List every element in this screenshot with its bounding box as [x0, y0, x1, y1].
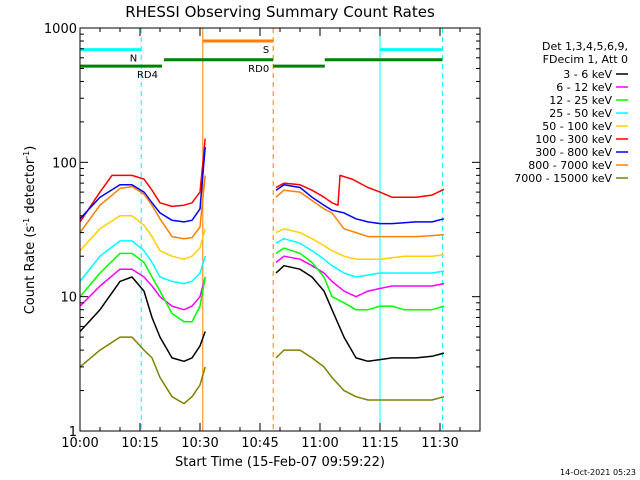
x-axis-label: Start Time (15-Feb-07 09:59:22)	[175, 455, 385, 470]
legend-label-7: 800 - 7000 keV	[528, 159, 612, 172]
y-label-sup-2: -1	[22, 151, 31, 159]
y-tick-label-3: 1000	[44, 22, 77, 37]
chart-title: RHESSI Observing Summary Count Rates	[125, 3, 435, 21]
series-line-3	[79, 237, 445, 285]
y-tick-label-1: 10	[60, 291, 77, 306]
y-tick-label-0: 1	[69, 425, 77, 440]
legend-label-2: 12 - 25 keV	[549, 94, 612, 107]
x-tick-label-3: 10:45	[241, 436, 278, 451]
legend-label-5: 100 - 300 keV	[535, 133, 612, 146]
state-bar-label-0: N	[130, 54, 137, 65]
state-bar-label-4: RD0	[248, 64, 269, 75]
legend-label-8: 7000 - 15000 keV	[514, 172, 612, 185]
x-tick-label-6: 11:30	[421, 436, 458, 451]
legend: Det 1,3,4,5,6,9,FDecim 1, Att 0 3 - 6 keV…	[514, 40, 628, 185]
footer-timestamp: 14-Oct-2021 05:23	[560, 468, 636, 477]
legend-label-0: 3 - 6 keV	[563, 68, 612, 81]
plot-frame	[79, 27, 481, 432]
x-tick-label-1: 10:15	[121, 436, 158, 451]
series-line-7	[79, 175, 445, 240]
y-axis-label: Count Rate (s-1 detector-1)	[22, 146, 38, 315]
y-label-part-1: Count Rate (s	[23, 226, 38, 315]
series-line-6	[79, 146, 445, 225]
legend-label-4: 50 - 100 keV	[542, 120, 612, 133]
axis-layer: 10:00 10:15 10:30 10:45 11:00 11:15 11:30 1 10 10…	[44, 22, 481, 451]
y-label-part-3: )	[23, 146, 38, 151]
series-line-1	[79, 255, 445, 311]
y-tick-label-2: 100	[52, 156, 77, 171]
y-label-part-2: detector	[23, 158, 38, 218]
series-line-8	[79, 336, 445, 405]
state-bar-label-3: RD4	[137, 70, 158, 81]
series-line-0	[79, 264, 445, 363]
legend-header-1: FDecim 1, Att 0	[543, 53, 628, 66]
series-line-5	[79, 138, 445, 223]
series-layer	[79, 138, 445, 405]
legend-label-6: 300 - 800 keV	[535, 146, 612, 159]
x-tick-label-5: 11:15	[361, 436, 398, 451]
legend-label-3: 25 - 50 keV	[549, 107, 612, 120]
series-line-4	[79, 215, 445, 260]
x-tick-label-4: 11:00	[301, 436, 338, 451]
annotation-layer: N S RD4 RD0	[79, 28, 443, 431]
legend-label-1: 6 - 12 keV	[556, 81, 612, 94]
x-tick-label-2: 10:30	[181, 436, 218, 451]
y-label-sup-1: -1	[22, 218, 31, 226]
state-bar-label-2: S	[263, 45, 269, 56]
x-tick-label-0: 10:00	[61, 436, 98, 451]
series-line-2	[79, 247, 445, 323]
legend-header-0: Det 1,3,4,5,6,9,	[542, 40, 628, 53]
